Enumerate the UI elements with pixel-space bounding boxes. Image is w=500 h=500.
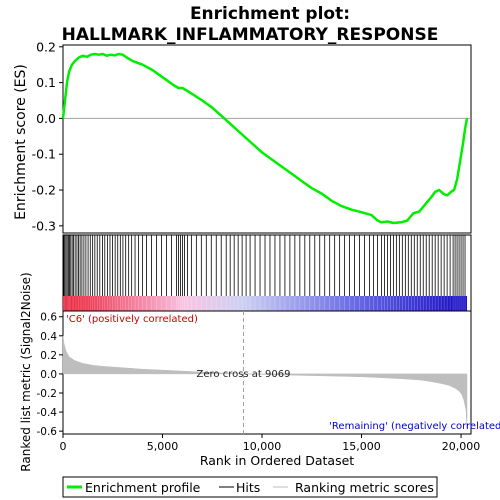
legend-label-hits: Hits [236,480,260,495]
x-tick-label: 20,000 [442,440,481,453]
legend-label-es: Enrichment profile [85,480,201,495]
hits-panel [62,234,472,312]
metric-y-tick-label: -0.6 [37,426,58,438]
es-y-tick-label: -0.2 [32,183,56,198]
negative-correlation-label: 'Remaining' (negatively correlated) [329,421,500,432]
es-y-tick-label: -0.1 [32,147,56,162]
positive-correlation-label: 'C6' (positively correlated) [66,314,198,325]
chart-title-line-2: HALLMARK_INFLAMMATORY_RESPONSE [62,25,439,45]
x-tick-label: 0 [60,440,67,453]
legend-box [62,476,438,498]
es-plot-frame [62,44,472,234]
metric-y-axis-label: Ranked list metric (Signal2Noise) [19,272,33,471]
enrichment-score-panel: 0.2 0.1 0.0 -0.1 -0.2 -0.3 [32,39,472,234]
metric-y-tick-label: 0.0 [40,369,57,381]
legend: Enrichment profile Hits Ranking metric s… [62,476,438,498]
es-y-tick-label: 0.0 [36,111,56,126]
es-y-tick-label: 0.1 [36,75,56,90]
es-y-tick-label: -0.3 [32,218,56,233]
es-y-tick-label: 0.2 [36,39,56,54]
zero-cross-label: Zero cross at 9069 [197,369,291,380]
metric-y-tick-label: -0.2 [37,388,58,400]
metric-y-tick-label: 0.4 [40,331,57,343]
enrichment-profile-line [61,52,469,225]
es-y-axis-label: Enrichment score (ES) [13,64,29,220]
x-tick-label: 15,000 [342,440,381,453]
metric-y-tick-label: -0.4 [37,407,58,419]
x-axis: 0 5,000 10,000 15,000 20,000 [60,434,481,453]
chart-title: Enrichment plot: HALLMARK_INFLAMMATORY_R… [62,4,439,45]
legend-label-metric: Ranking metric scores [295,480,434,495]
chart-title-line-1: Enrichment plot: [190,4,350,24]
ranked-metric-panel: Zero cross at 9069 'C6' (positively corre… [37,310,500,438]
ranking-metric-area [62,335,468,430]
x-tick-label: 5,000 [147,440,179,453]
x-tick-label: 10,000 [243,440,282,453]
rank-heatmap-bar [63,296,468,311]
metric-y-tick-label: 0.2 [40,350,57,362]
metric-y-tick-label: 0.6 [40,312,57,324]
x-axis-label: Rank in Ordered Dataset [200,453,354,468]
